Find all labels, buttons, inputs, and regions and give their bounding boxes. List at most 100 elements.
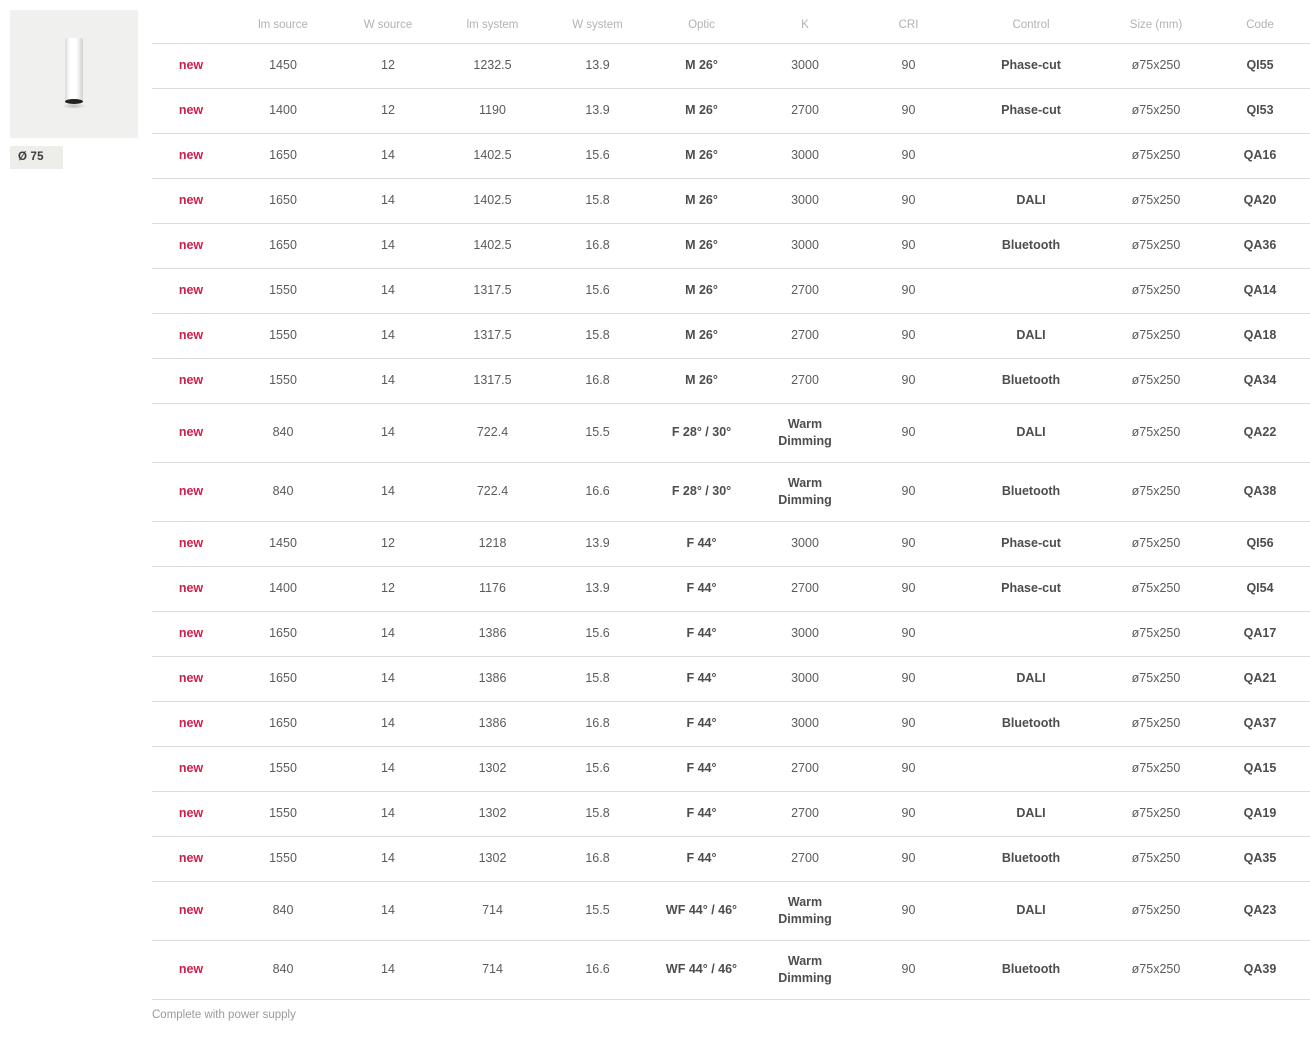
table-row: new 840 14 722.4 15.5 F 28° / 30° Warm Dimming… <box>152 403 1310 462</box>
cell-lm-source: 1650 <box>269 671 297 685</box>
cell-size: ø75x250 <box>1131 58 1181 72</box>
table-row: new 1650 14 1386 16.8 F 44° 3000 90 Bluetooth ø75… <box>152 701 1310 746</box>
cell-w-source: 12 <box>381 58 395 72</box>
table-row: new 1650 14 1402.5 16.8 M 26° 3000 90 Bluetooth ø… <box>152 223 1310 268</box>
cell-control: Bluetooth <box>1001 373 1061 387</box>
table-row: new 1650 14 1386 15.8 F 44° 3000 90 DALI ø75x250 Q… <box>152 656 1310 701</box>
cell-k: 3000 <box>791 58 819 72</box>
cell-w-system: 16.8 <box>585 716 610 730</box>
cell-code: QI53 <box>1246 103 1274 117</box>
spec-table: lm source W source lm system W system Op… <box>152 0 1310 1000</box>
cell-code: QA37 <box>1243 716 1277 730</box>
cell-code: QA22 <box>1243 425 1277 439</box>
cell-lm-source: 1650 <box>269 238 297 252</box>
table-row: new 1400 12 1190 13.9 M 26° 2700 90 Phase-cut ø75… <box>152 88 1310 133</box>
cell-w-system: 15.6 <box>585 148 610 162</box>
cell-control: Phase-cut <box>1001 536 1061 550</box>
cell-lm-source: 1550 <box>269 373 297 387</box>
cell-lm-source: 1650 <box>269 193 297 207</box>
cell-optic: M 26° <box>685 103 718 117</box>
table-row: new 1650 14 1402.5 15.6 M 26° 3000 90 ø75x250 QA1… <box>152 133 1310 178</box>
cell-size: ø75x250 <box>1131 716 1181 730</box>
cell-lm-source: 1400 <box>269 581 297 595</box>
cell-lm-source: 1550 <box>269 851 297 865</box>
cell-cri: 90 <box>901 716 916 730</box>
cell-lm-system: 1190 <box>479 103 506 117</box>
cell-lm-source: 1550 <box>269 761 297 775</box>
cell-w-system: 15.8 <box>585 328 610 342</box>
cell-k: 3000 <box>791 148 819 162</box>
header-k: K <box>801 19 809 32</box>
cell-code: QA18 <box>1243 328 1277 342</box>
cell-control: DALI <box>1016 193 1046 207</box>
cell-w-system: 13.9 <box>585 103 610 117</box>
cell-cri: 90 <box>901 58 916 72</box>
cell-k: 3000 <box>791 238 819 252</box>
cell-new: new <box>178 328 204 342</box>
cell-size: ø75x250 <box>1131 761 1181 775</box>
cell-new: new <box>178 581 204 595</box>
cell-w-system: 16.6 <box>585 962 610 976</box>
cell-new: new <box>178 283 204 297</box>
cell-size: ø75x250 <box>1131 484 1181 498</box>
cell-optic: M 26° <box>685 283 718 297</box>
cell-k: 2700 <box>791 103 819 117</box>
cell-w-source: 14 <box>381 903 395 917</box>
cell-cri: 90 <box>901 283 916 297</box>
table-row: new 1550 14 1317.5 15.6 M 26° 2700 90 ø75x250 QA1… <box>152 268 1310 313</box>
footer-note: Complete with power supply <box>152 1008 296 1021</box>
cell-optic: F 44° <box>686 626 717 640</box>
cell-control: Bluetooth <box>1001 962 1061 976</box>
cell-w-system: 13.9 <box>585 536 610 550</box>
cell-k: 3000 <box>791 193 819 207</box>
cell-control: Phase-cut <box>1001 103 1061 117</box>
cell-cri: 90 <box>901 581 916 595</box>
cell-optic: M 26° <box>685 193 718 207</box>
cell-lm-system: 1402.5 <box>473 148 512 162</box>
cell-new: new <box>178 536 204 550</box>
cell-lm-system: 714 <box>482 962 503 976</box>
cell-size: ø75x250 <box>1131 581 1181 595</box>
cell-w-source: 12 <box>381 581 395 595</box>
cell-lm-system: 1386 <box>478 671 507 685</box>
table-row: new 1550 14 1317.5 15.8 M 26° 2700 90 DALI ø75x25… <box>152 313 1310 358</box>
cell-w-source: 14 <box>381 328 395 342</box>
cell-optic: F 28° / 30° <box>671 484 732 498</box>
cell-lm-system: 1402.5 <box>473 238 512 252</box>
cell-lm-system: 1218 <box>478 536 507 550</box>
header-w-system: W system <box>572 19 623 32</box>
cell-lm-source: 840 <box>272 903 294 917</box>
cell-w-source: 12 <box>381 536 395 550</box>
cell-w-system: 16.8 <box>585 238 610 252</box>
cell-new: new <box>178 716 204 730</box>
cell-lm-source: 1650 <box>269 716 297 730</box>
cell-lm-system: 1317.5 <box>473 283 512 297</box>
cell-k: 2700 <box>791 581 819 595</box>
cell-code: QA17 <box>1243 626 1277 640</box>
cell-size: ø75x250 <box>1131 536 1181 550</box>
cell-code: QA21 <box>1243 671 1277 685</box>
cell-k: 2700 <box>791 373 819 387</box>
cell-code: QI56 <box>1246 536 1274 550</box>
cell-cri: 90 <box>901 671 916 685</box>
cell-cri: 90 <box>901 806 916 820</box>
cell-cri: 90 <box>901 148 916 162</box>
cell-size: ø75x250 <box>1131 851 1181 865</box>
cell-k: 3000 <box>791 716 819 730</box>
cell-w-source: 14 <box>381 193 395 207</box>
cell-k: 3000 <box>791 626 819 640</box>
cell-cri: 90 <box>901 903 916 917</box>
cell-lm-system: 1302 <box>478 806 507 820</box>
cell-code: QA36 <box>1243 238 1277 252</box>
cell-new: new <box>178 58 204 72</box>
cell-cri: 90 <box>901 962 916 976</box>
table-row: new 1450 12 1232.5 13.9 M 26° 3000 90 Phase-cut ø… <box>152 43 1310 88</box>
table-row: new 1550 14 1302 15.8 F 44° 2700 90 DALI ø75x250 Q… <box>152 791 1310 836</box>
cell-optic: M 26° <box>685 148 718 162</box>
cell-size: ø75x250 <box>1131 903 1181 917</box>
cell-optic: M 26° <box>685 328 718 342</box>
cell-size: ø75x250 <box>1131 373 1181 387</box>
cell-w-source: 14 <box>381 373 395 387</box>
cell-size: ø75x250 <box>1131 238 1181 252</box>
cell-cri: 90 <box>901 626 916 640</box>
